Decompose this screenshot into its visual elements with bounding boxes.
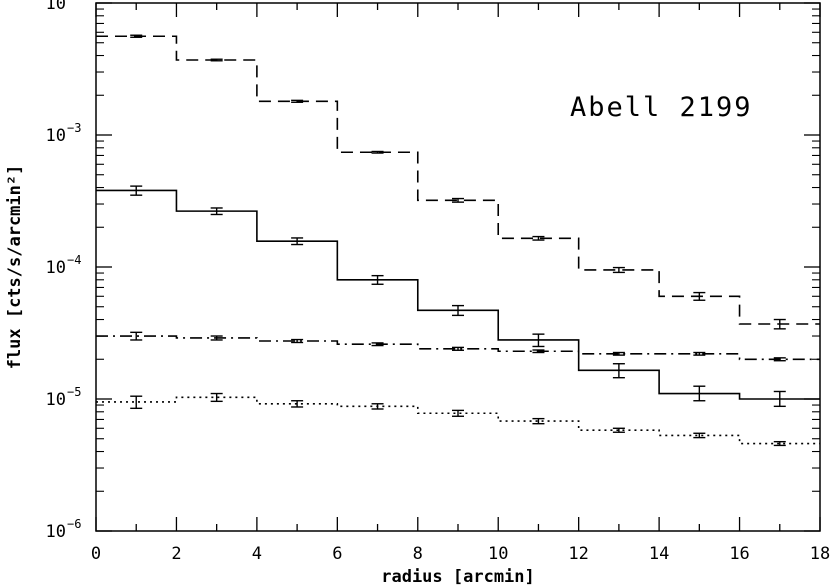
y-tick-label: 10 −6 [46, 517, 82, 542]
x-tick-label: 12 [568, 544, 588, 564]
y-tick-mantissa: 10 [46, 258, 66, 278]
error-bar [130, 34, 143, 38]
axis-ticks [95, 2, 821, 532]
error-bar [130, 395, 143, 410]
error-bar [210, 58, 223, 62]
y-tick-exponent: −3 [67, 121, 81, 135]
x-tick-label: 8 [413, 544, 423, 564]
error-bar [693, 291, 706, 301]
error-bar [452, 346, 464, 351]
x-tick-labels: 0 2 4 6 8 10 12 14 16 18 [91, 544, 830, 564]
y-tick-exponent: −4 [67, 253, 81, 267]
error-bar [612, 351, 625, 356]
y-tick-exponent: −6 [67, 517, 81, 531]
y-tick-label: 10 −4 [46, 253, 82, 278]
series-line-dashed [96, 35, 820, 325]
series-dashed [96, 34, 820, 330]
error-bar [773, 390, 786, 408]
y-tick-mantissa: 10 [46, 390, 66, 410]
x-tick-label: 4 [252, 544, 262, 564]
x-tick-label: 14 [649, 544, 669, 564]
error-bar [371, 150, 384, 154]
error-bar [210, 207, 223, 216]
series-line-dotted [96, 396, 820, 445]
x-tick-label: 16 [729, 544, 749, 564]
error-bar [130, 185, 143, 196]
error-bar [371, 342, 384, 347]
y-axis-title: flux [cts/s/arcmin²] [5, 165, 25, 370]
y-tick-mantissa: 10 [46, 522, 66, 542]
series-dotted [96, 392, 820, 447]
error-bar [291, 99, 304, 103]
error-bar [130, 331, 143, 341]
error-bar [693, 385, 706, 402]
error-bar [291, 338, 304, 344]
error-bar [532, 417, 545, 425]
y-tick-exponent: −5 [67, 385, 81, 399]
y-tick-labels: 10−610−510−410−310−2 [46, 0, 82, 542]
error-bar [532, 235, 545, 241]
error-bar [612, 266, 625, 274]
x-tick-label: 6 [332, 544, 342, 564]
series-line-solid [96, 189, 820, 400]
y-tick-label: 10 −5 [46, 385, 82, 410]
y-tick-mantissa: 10 [46, 126, 66, 146]
error-bar [291, 237, 304, 246]
error-bar [773, 318, 786, 330]
error-bar [291, 400, 304, 408]
error-bar [612, 427, 625, 433]
error-bar [210, 335, 223, 341]
y-tick-label: 10−2 [46, 0, 82, 14]
series-dash-dot [96, 331, 820, 362]
error-bar [773, 357, 786, 362]
error-bar [773, 440, 786, 447]
error-bar [452, 409, 464, 417]
error-bar [371, 403, 384, 410]
plot-frame [95, 2, 821, 532]
error-bar [371, 274, 384, 285]
error-bar [532, 349, 545, 354]
x-tick-label: 2 [171, 544, 181, 564]
error-bar [210, 392, 223, 403]
series-line-dash-dot [96, 335, 820, 361]
error-bar [693, 432, 706, 439]
x-tick-label: 0 [91, 544, 101, 564]
error-bar [693, 351, 706, 356]
y-tick-mantissa: 10 [46, 0, 66, 14]
error-bar [452, 304, 464, 317]
series-group [96, 34, 820, 447]
x-tick-label: 10 [488, 544, 508, 564]
x-tick-label: 18 [810, 544, 830, 564]
y-tick-exponent: −2 [67, 0, 81, 3]
series-solid [96, 185, 820, 408]
error-bar [612, 363, 625, 379]
y-tick-label: 10 −3 [46, 121, 82, 146]
chart-annotation: Abell 2199 [570, 92, 753, 123]
error-bar [532, 333, 545, 348]
x-axis-title: radius [arcmin] [381, 567, 535, 587]
error-bar [452, 197, 464, 203]
